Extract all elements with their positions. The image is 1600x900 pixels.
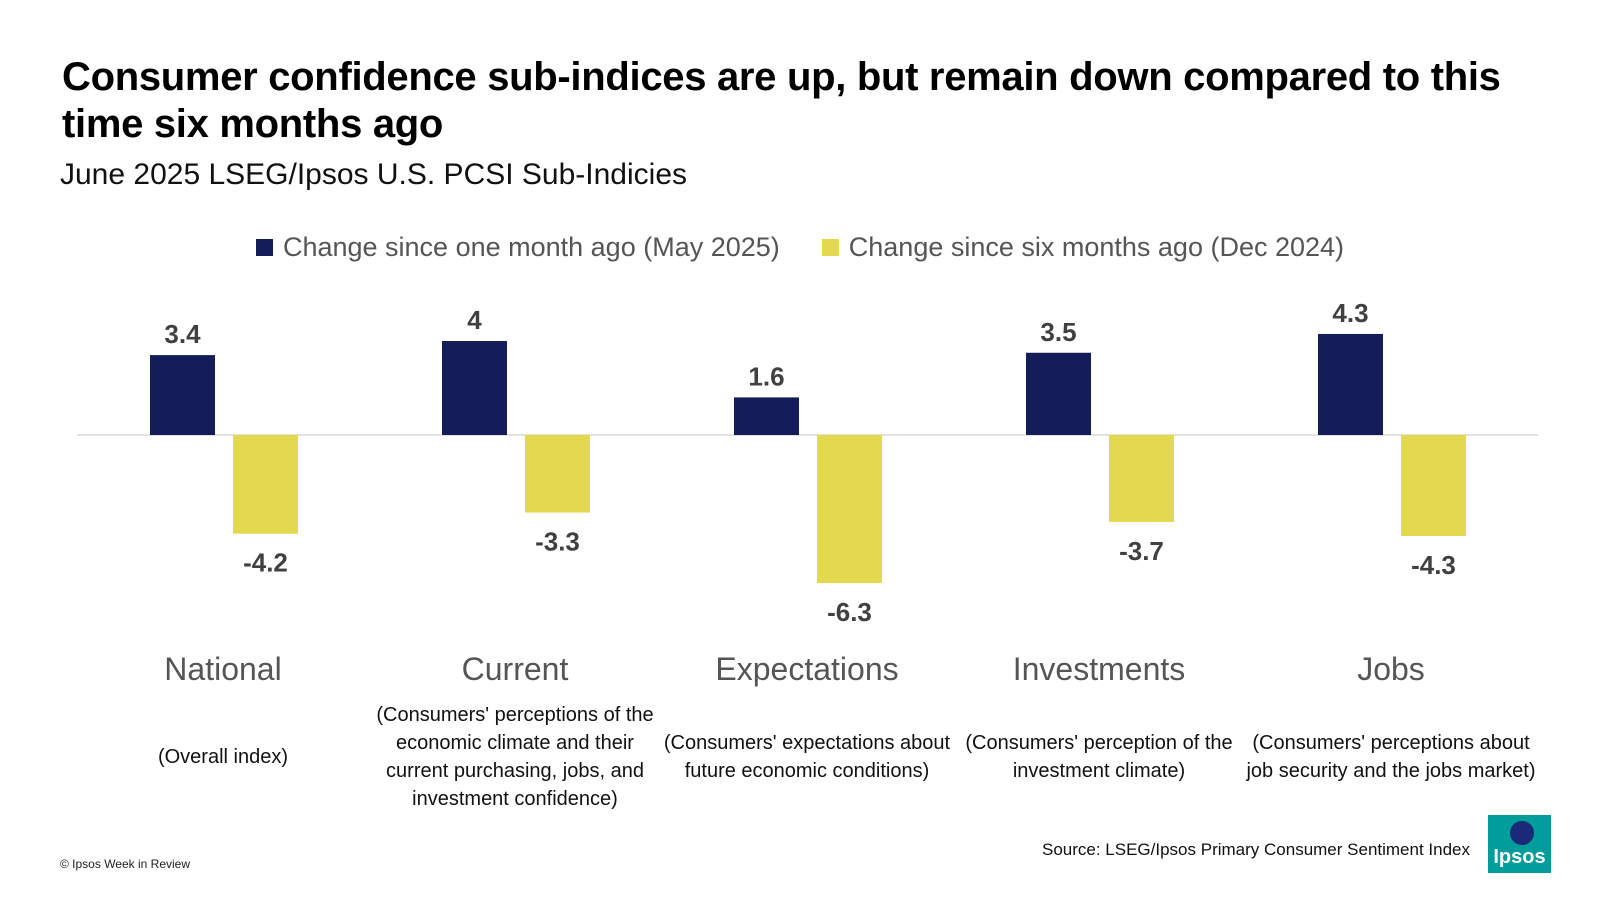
category-description-current: (Consumers' perceptions of the economic … xyxy=(376,704,654,810)
legend: Change since one month ago (May 2025) Ch… xyxy=(0,232,1600,263)
legend-swatch-series2 xyxy=(821,239,839,256)
legend-swatch-series1 xyxy=(255,239,273,256)
category-label-jobs: Jobs xyxy=(1357,651,1425,687)
source-note: Source: LSEG/Ipsos Primary Consumer Sent… xyxy=(1041,840,1470,859)
category-label-current: Current xyxy=(462,651,569,687)
legend-item-series1: Change since one month ago (May 2025) xyxy=(255,232,780,263)
data-label-jobs-series1: 4.3 xyxy=(1332,298,1368,328)
legend-label-series1: Change since one month ago (May 2025) xyxy=(282,232,780,262)
logo-text: Ipsos xyxy=(1493,846,1546,868)
data-label-national-series1: 3.4 xyxy=(164,319,201,349)
category-label-national: National xyxy=(164,651,281,687)
data-label-expectations-series1: 1.6 xyxy=(748,361,784,391)
legend-label-series2: Change since six months ago (Dec 2024) xyxy=(848,232,1345,262)
data-label-investments-series1: 3.5 xyxy=(1040,317,1076,347)
category-description-jobs: (Consumers' perceptions about job securi… xyxy=(1246,732,1536,782)
chart-subtitle: June 2025 LSEG/Ipsos U.S. PCSI Sub-Indic… xyxy=(60,158,687,191)
logo-mark-icon xyxy=(1510,821,1534,845)
bar-jobs-series1 xyxy=(1318,333,1383,435)
data-label-national-series2: -4.2 xyxy=(243,548,288,578)
bar-current-series1 xyxy=(442,341,507,435)
ipsos-logo: Ipsos xyxy=(1488,815,1551,873)
category-label-expectations: Expectations xyxy=(715,651,898,687)
category-description-investments: (Consumers' perception of the investment… xyxy=(965,732,1233,782)
bar-current-series2 xyxy=(525,435,590,513)
legend-item-series2: Change since six months ago (Dec 2024) xyxy=(821,232,1345,263)
bar-investments-series1 xyxy=(1026,352,1091,435)
bar-national-series2 xyxy=(233,435,298,534)
bar-expectations-series2 xyxy=(817,435,882,584)
data-label-current-series1: 4 xyxy=(467,305,482,335)
data-label-jobs-series2: -4.3 xyxy=(1411,550,1456,580)
data-label-current-series2: -3.3 xyxy=(535,527,580,557)
category-description-national: (Overall index) xyxy=(157,746,289,768)
bar-investments-series2 xyxy=(1109,435,1174,522)
data-label-expectations-series2: -6.3 xyxy=(827,597,872,627)
chart-title: Consumer confidence sub-indices are up, … xyxy=(62,55,1501,146)
category-description-expectations: (Consumers' expectations about future ec… xyxy=(663,732,951,782)
data-label-investments-series2: -3.7 xyxy=(1119,536,1164,566)
category-label-investments: Investments xyxy=(1013,651,1186,687)
copyright-note: © Ipsos Week in Review xyxy=(60,857,191,871)
bar-expectations-series1 xyxy=(734,397,799,435)
bar-jobs-series2 xyxy=(1401,435,1466,537)
bar-national-series1 xyxy=(150,355,215,435)
